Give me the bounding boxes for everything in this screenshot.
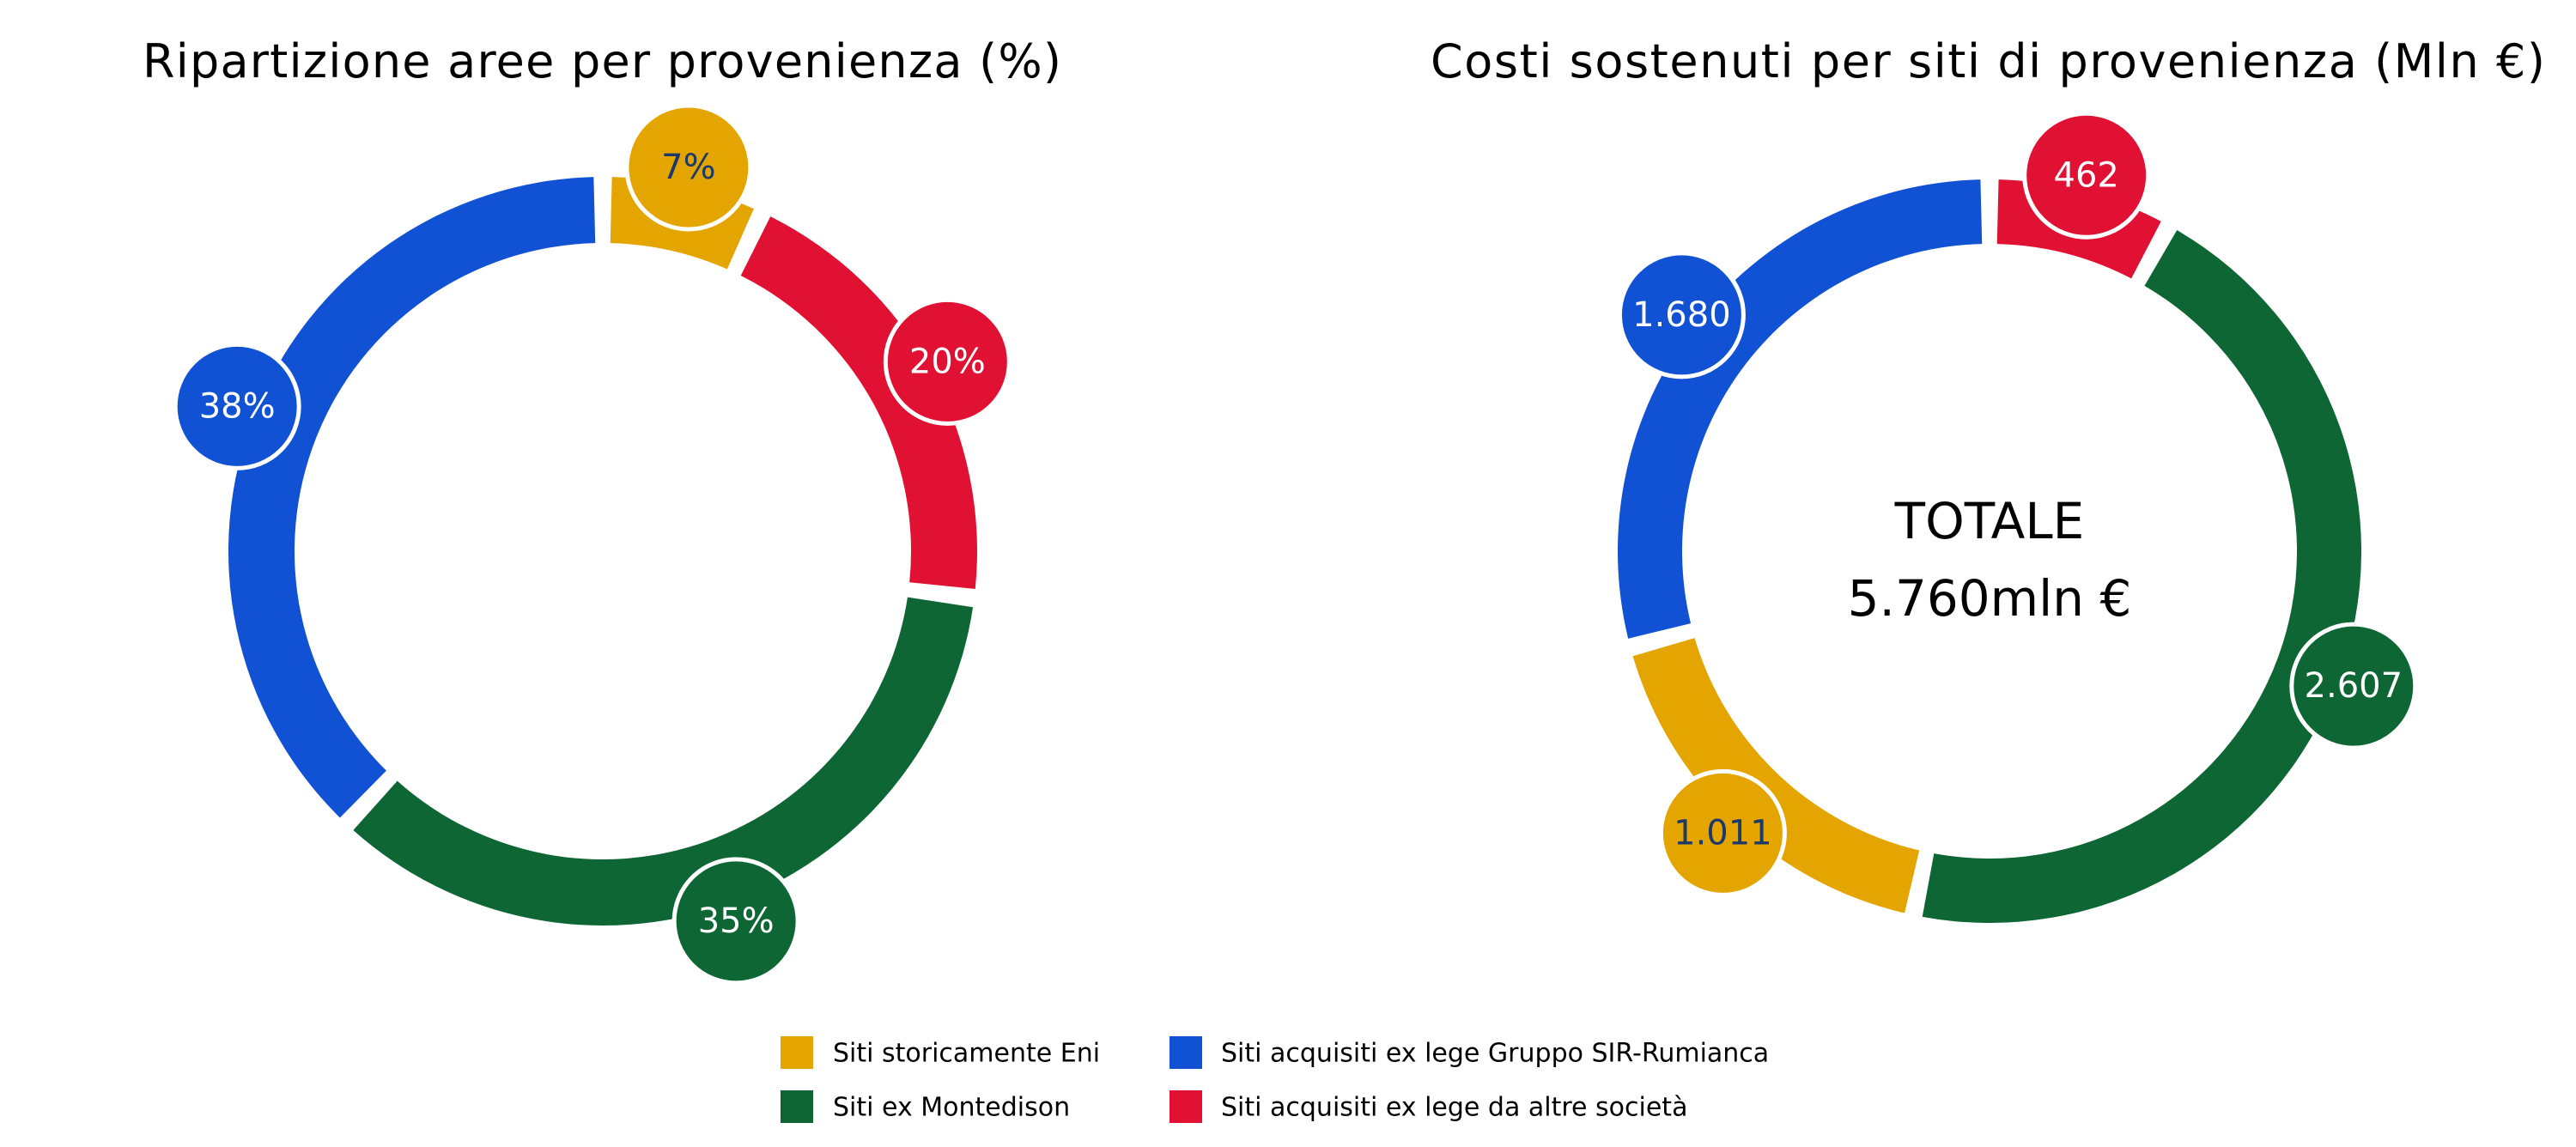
- donut-segment-sir: [228, 177, 596, 818]
- legend-label-sir: Siti acquisiti ex lege Gruppo SIR-Rumian…: [1221, 1039, 1769, 1069]
- donut-segment-montedison: [353, 597, 974, 925]
- data-label-text: 7%: [661, 148, 715, 187]
- right-donut: 462 2.607 1.011 1.680: [1617, 111, 2418, 924]
- legend-swatch-altre: [1170, 1090, 1202, 1123]
- legend-item-sir: Siti acquisiti ex lege Gruppo SIR-Rumian…: [1170, 1036, 1769, 1069]
- data-label-eni: 1.011: [1658, 768, 1787, 897]
- data-label-bubble: [624, 103, 753, 232]
- center-total-value: 5.760mln €: [1848, 569, 2132, 628]
- data-label-altre: 462: [2022, 111, 2151, 240]
- data-label-bubble: [1617, 251, 1746, 379]
- donut-segment-eni: [1632, 638, 1920, 913]
- legend-swatch-eni: [781, 1036, 813, 1069]
- legend: Siti storicamente Eni Siti acquisiti ex …: [781, 1036, 1769, 1123]
- donut-segment-sir: [1618, 179, 1983, 639]
- legend-item-montedison: Siti ex Montedison: [781, 1090, 1070, 1123]
- left-donut: 7% 20% 35% 38%: [173, 103, 1012, 986]
- data-label-montedison: 35%: [671, 857, 800, 986]
- data-label-bubble: [1658, 768, 1787, 897]
- center-total-label: TOTALE: [1894, 492, 2085, 550]
- data-label-bubble: [2022, 111, 2151, 240]
- data-label-bubble: [883, 297, 1012, 426]
- donut-segment-montedison: [1922, 230, 2362, 924]
- data-label-bubble: [2289, 622, 2418, 750]
- legend-swatch-sir: [1170, 1036, 1202, 1069]
- data-label-bubble: [173, 342, 301, 470]
- legend-label-montedison: Siti ex Montedison: [833, 1093, 1070, 1123]
- data-label-altre: 20%: [883, 297, 1012, 426]
- data-label-text: 1.011: [1674, 813, 1772, 853]
- legend-label-altre: Siti acquisiti ex lege da altre società: [1221, 1093, 1687, 1123]
- data-label-sir: 1.680: [1617, 251, 1746, 379]
- data-label-eni: 7%: [624, 103, 753, 232]
- legend-item-altre: Siti acquisiti ex lege da altre società: [1170, 1090, 1687, 1123]
- legend-item-eni: Siti storicamente Eni: [781, 1036, 1100, 1069]
- left-chart-title: Ripartizione aree per provenienza (%): [143, 34, 1061, 88]
- data-label-sir: 38%: [173, 342, 301, 470]
- right-chart-title: Costi sostenuti per siti di provenienza …: [1431, 34, 2545, 88]
- legend-label-eni: Siti storicamente Eni: [833, 1039, 1100, 1069]
- donut-segment-altre: [740, 216, 977, 590]
- data-label-text: 38%: [199, 386, 276, 426]
- data-label-text: 462: [2054, 155, 2119, 195]
- data-label-text: 2.607: [2305, 666, 2403, 706]
- data-label-text: 20%: [909, 342, 986, 381]
- data-label-bubble: [671, 857, 800, 986]
- data-label-montedison: 2.607: [2289, 622, 2418, 750]
- legend-swatch-montedison: [781, 1090, 813, 1123]
- data-label-text: 1.680: [1632, 295, 1731, 335]
- data-label-text: 35%: [698, 901, 775, 941]
